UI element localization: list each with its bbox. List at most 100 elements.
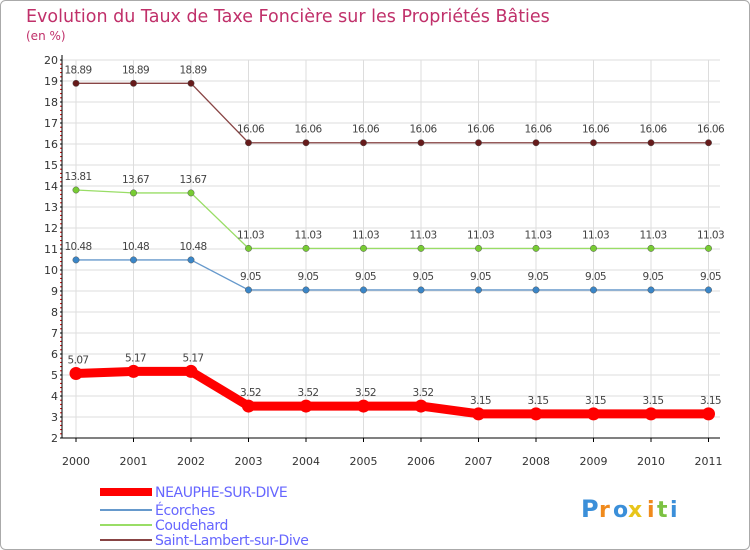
y-tick-label: 3 xyxy=(51,411,58,424)
x-tick-label: 2009 xyxy=(580,455,608,468)
data-label: 5.17 xyxy=(183,352,204,364)
data-label: 9.05 xyxy=(643,271,664,283)
data-label: 11.03 xyxy=(352,229,379,241)
axes: 2 3 4 5 6 7 8 9 10 11 12 13 14 15 16 17 18 19 20 2000 2001 20… xyxy=(44,54,723,468)
point-coudehard xyxy=(647,244,655,252)
logo-letter: P xyxy=(581,495,599,523)
legend-label-coudehard: Coudehard xyxy=(155,518,228,534)
point-saint-lambert-sur-dive xyxy=(417,139,425,147)
data-label: 11.03 xyxy=(237,229,264,241)
logo-letter: i xyxy=(647,498,655,523)
point-ecorches xyxy=(417,286,425,294)
point-ecorches xyxy=(475,286,482,294)
point-coudehard xyxy=(245,244,252,252)
data-label: 16.06 xyxy=(237,124,265,136)
point-ecorches xyxy=(705,286,712,294)
point-saint-lambert-sur-dive xyxy=(360,139,367,147)
y-tick-label: 6 xyxy=(51,348,58,361)
chart-subtitle: (en %) xyxy=(26,29,66,43)
point-neauphe-sur-dive xyxy=(127,364,140,378)
x-tick-label: 2010 xyxy=(637,455,665,468)
point-neauphe-sur-dive xyxy=(472,407,485,421)
legend-label-ecorches: Écorches xyxy=(155,502,215,519)
data-label: 11.03 xyxy=(409,229,436,241)
point-neauphe-sur-dive xyxy=(69,367,83,381)
y-tick-label: 18 xyxy=(44,96,58,109)
data-label: 3.52 xyxy=(240,387,261,399)
point-coudehard xyxy=(590,244,597,252)
legend-label-saint-lambert-sur-dive: Saint-Lambert-sur-Dive xyxy=(155,533,308,549)
logo-letter: r xyxy=(599,498,610,523)
y-tick-label: 13 xyxy=(44,201,58,214)
point-ecorches xyxy=(130,256,137,264)
point-neauphe-sur-dive xyxy=(702,407,715,421)
data-label: 5.17 xyxy=(125,352,146,364)
data-label: 16.06 xyxy=(409,124,437,136)
data-label: 3.52 xyxy=(298,387,319,399)
data-label: 3.15 xyxy=(585,395,606,407)
y-tick-label: 17 xyxy=(44,117,58,130)
point-coudehard xyxy=(475,244,482,252)
point-saint-lambert-sur-dive xyxy=(187,79,195,87)
data-label: 9.05 xyxy=(528,271,549,283)
x-tick-label: 2005 xyxy=(350,455,378,468)
point-neauphe-sur-dive xyxy=(414,399,428,413)
point-ecorches xyxy=(360,286,367,294)
series-group xyxy=(69,79,715,421)
x-tick-label: 2004 xyxy=(292,455,320,468)
x-tick-label: 2003 xyxy=(235,455,263,468)
point-saint-lambert-sur-dive xyxy=(302,139,310,147)
data-label: 11.03 xyxy=(294,229,321,241)
data-label: 9.05 xyxy=(585,271,606,283)
point-ecorches xyxy=(532,286,540,294)
data-label: 10.48 xyxy=(122,241,149,253)
chart-title: Evolution du Taux de Taxe Foncière sur l… xyxy=(26,7,550,27)
y-tick-label: 14 xyxy=(44,180,58,193)
data-label: 10.48 xyxy=(64,241,91,253)
point-ecorches xyxy=(245,286,252,294)
data-label: 16.06 xyxy=(294,124,322,136)
point-saint-lambert-sur-dive xyxy=(647,139,655,147)
data-label: 13.81 xyxy=(64,171,91,183)
point-ecorches xyxy=(302,286,310,294)
data-label: 16.06 xyxy=(639,124,667,136)
data-label: 10.48 xyxy=(179,241,206,253)
data-label: 9.05 xyxy=(355,271,376,283)
point-neauphe-sur-dive xyxy=(529,407,543,421)
point-ecorches xyxy=(590,286,597,294)
x-tick-label: 2006 xyxy=(407,455,435,468)
x-tick-label: 2001 xyxy=(120,455,148,468)
data-label: 3.15 xyxy=(700,395,721,407)
data-label: 18.89 xyxy=(122,64,149,76)
point-saint-lambert-sur-dive xyxy=(532,139,540,147)
point-coudehard xyxy=(72,186,80,194)
logo-letter: x xyxy=(628,498,642,523)
point-neauphe-sur-dive xyxy=(299,399,313,413)
series-line-neauphe-sur-dive xyxy=(71,366,713,419)
data-label: 11.03 xyxy=(582,229,609,241)
point-saint-lambert-sur-dive xyxy=(72,79,80,87)
data-label: 18.89 xyxy=(179,64,206,76)
data-label: 16.06 xyxy=(697,124,725,136)
data-label: 3.15 xyxy=(470,395,491,407)
point-coudehard xyxy=(302,244,310,252)
point-saint-lambert-sur-dive xyxy=(590,139,597,147)
point-saint-lambert-sur-dive xyxy=(245,139,252,147)
data-label: 9.05 xyxy=(700,271,721,283)
x-tick-label: 2011 xyxy=(695,455,723,468)
y-tick-label: 7 xyxy=(51,327,58,340)
point-neauphe-sur-dive xyxy=(184,364,198,378)
y-tick-label: 16 xyxy=(44,138,58,151)
y-tick-label: 11 xyxy=(44,243,58,256)
data-label: 13.67 xyxy=(179,174,206,186)
data-label: 16.06 xyxy=(467,124,495,136)
data-label: 5.07 xyxy=(68,355,89,367)
data-label: 16.06 xyxy=(352,124,380,136)
point-coudehard xyxy=(187,189,195,197)
x-tick-label: 2007 xyxy=(465,455,493,468)
point-coudehard xyxy=(532,244,540,252)
data-label: 3.15 xyxy=(643,395,664,407)
point-saint-lambert-sur-dive xyxy=(130,79,137,87)
point-coudehard xyxy=(130,189,137,197)
